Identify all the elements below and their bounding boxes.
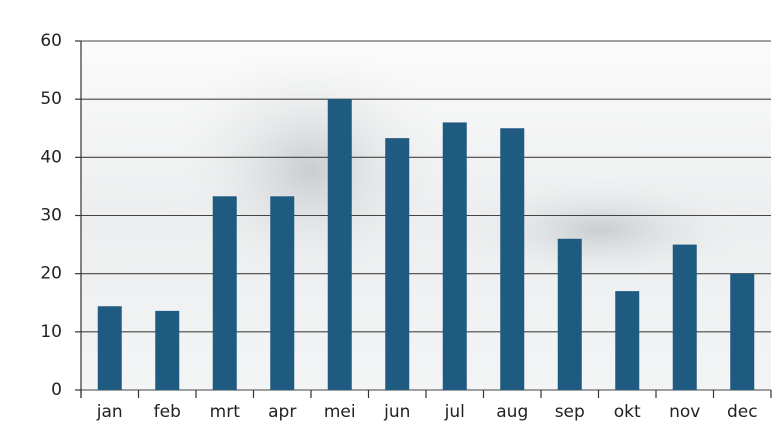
bar	[500, 128, 525, 390]
x-tick-label: mrt	[210, 402, 241, 422]
x-tick-label: mei	[324, 402, 356, 422]
bar	[327, 99, 352, 391]
y-tick-label: 20	[40, 264, 62, 284]
photo-seal	[160, 40, 460, 300]
x-tick-label: jan	[96, 402, 123, 422]
y-tick-label: 40	[40, 147, 62, 167]
photo-water	[430, 170, 770, 290]
bar	[557, 238, 582, 390]
y-tick-label: 60	[40, 31, 62, 51]
y-tick-label: 10	[40, 322, 62, 342]
bar	[270, 196, 295, 390]
x-tick-label: sep	[555, 402, 585, 422]
bar	[212, 196, 237, 390]
bar	[730, 273, 755, 390]
bar	[155, 310, 180, 390]
y-tick-label: 30	[40, 206, 62, 226]
bar	[97, 306, 122, 390]
x-tick-label: aug	[496, 402, 528, 422]
bar	[672, 244, 697, 390]
x-tick-label: apr	[268, 402, 296, 422]
x-tick-label: jun	[383, 402, 410, 422]
bar	[385, 138, 410, 390]
x-tick-label: dec	[727, 402, 758, 422]
x-tick-label: feb	[154, 402, 181, 422]
y-tick-label: 0	[51, 380, 62, 400]
bar	[442, 122, 467, 390]
x-tick-label: nov	[669, 402, 700, 422]
x-tick-label: jul	[444, 402, 465, 422]
x-tick-label: okt	[614, 402, 641, 422]
y-tick-label: 50	[40, 89, 62, 109]
bar	[615, 291, 640, 390]
